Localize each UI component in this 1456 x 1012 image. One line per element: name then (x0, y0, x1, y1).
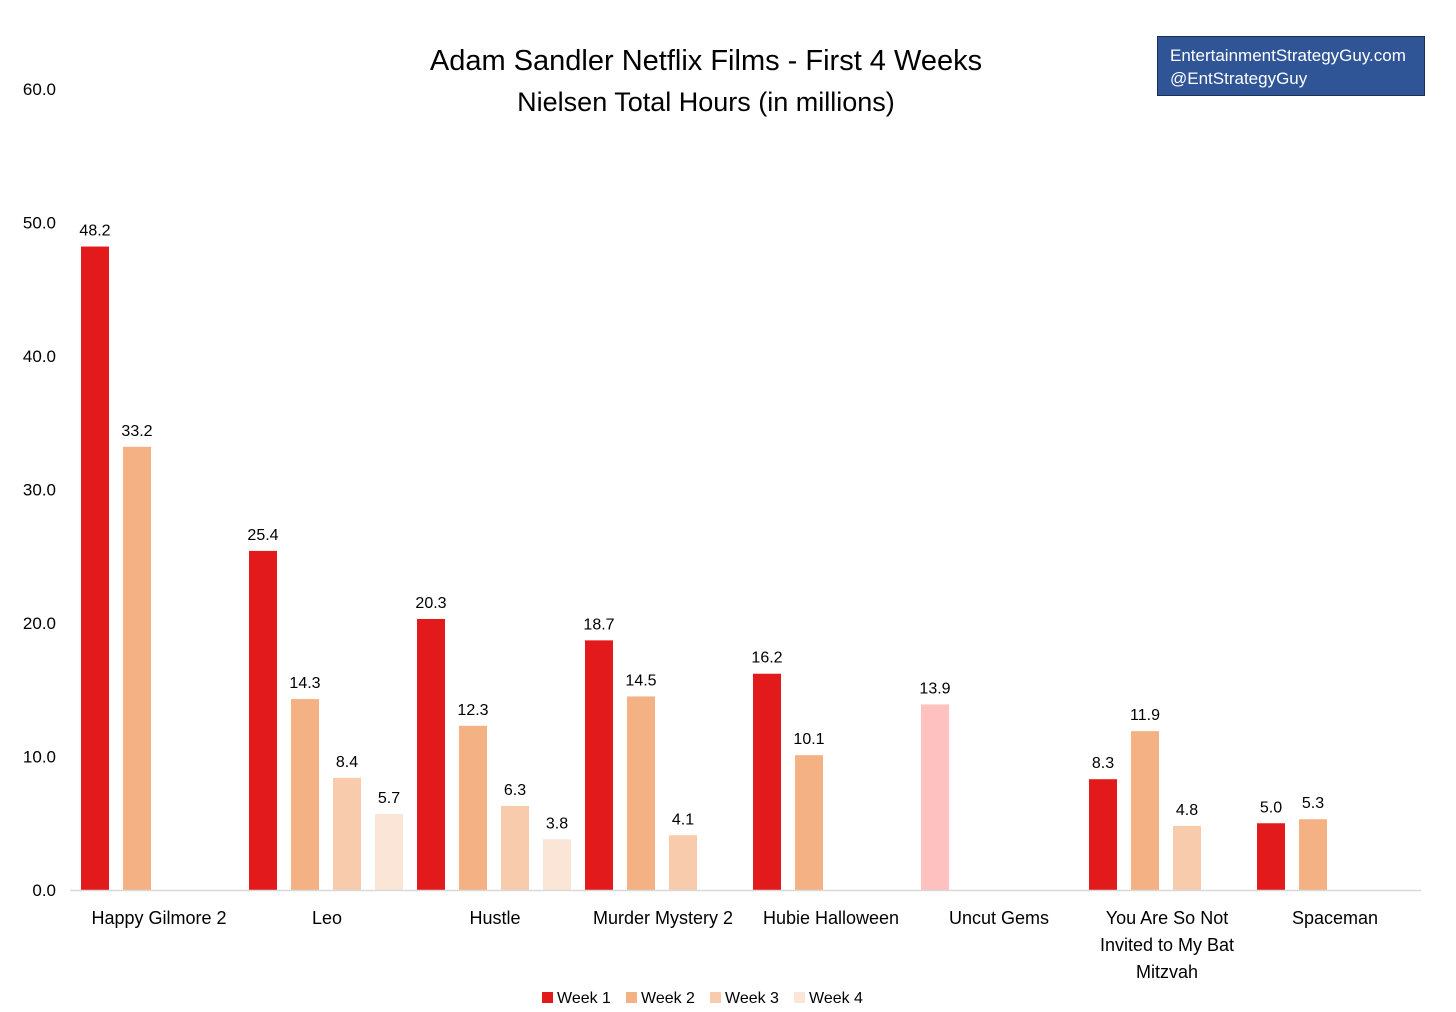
legend-swatch (626, 992, 637, 1003)
data-label: 6.3 (504, 782, 526, 799)
data-label: 18.7 (583, 616, 614, 633)
data-label: 48.2 (79, 223, 110, 240)
y-tick-label: 60.0 (23, 80, 56, 99)
data-label: 11.9 (1130, 707, 1160, 724)
data-label: 13.9 (919, 680, 950, 697)
x-category-label: Hubie Halloween (763, 908, 899, 928)
bar (1299, 819, 1327, 890)
chart-subtitle: Nielsen Total Hours (in millions) (517, 87, 895, 117)
y-tick-label: 20.0 (23, 614, 56, 633)
watermark-site: EntertainmentStrategyGuy.com (1170, 46, 1406, 65)
x-category-label: You Are So Not (1106, 908, 1228, 928)
data-label: 10.1 (793, 731, 824, 748)
data-label: 4.8 (1176, 802, 1198, 819)
bar (1131, 731, 1159, 890)
watermark-handle: @EntStrategyGuy (1170, 69, 1308, 88)
x-category-label: Mitzvah (1136, 962, 1198, 982)
bar (501, 805, 529, 890)
x-category-label: Leo (312, 908, 342, 928)
bar (1089, 779, 1117, 890)
x-category-label: Happy Gilmore 2 (91, 908, 226, 928)
legend-swatch (542, 992, 553, 1003)
bar (417, 618, 445, 890)
data-label: 3.8 (546, 815, 568, 832)
data-label: 8.3 (1092, 755, 1114, 772)
y-tick-label: 50.0 (23, 214, 56, 233)
bar (1173, 825, 1201, 890)
y-tick-label: 30.0 (23, 481, 56, 500)
bar (81, 246, 109, 890)
chart-title: Adam Sandler Netflix Films - First 4 Wee… (430, 45, 982, 77)
data-label: 5.7 (378, 790, 400, 807)
bar (753, 673, 781, 890)
x-category-label: Murder Mystery 2 (593, 908, 733, 928)
bar (333, 777, 361, 890)
bar (543, 839, 571, 890)
bar (669, 835, 697, 890)
data-label: 8.4 (336, 754, 358, 771)
data-label: 5.3 (1302, 795, 1324, 812)
bar (1257, 823, 1285, 890)
x-category-label: Invited to My Bat (1100, 935, 1234, 955)
data-label: 14.5 (625, 672, 656, 689)
y-tick-label: 0.0 (32, 881, 56, 900)
bar (627, 696, 655, 890)
x-category-label: Uncut Gems (949, 908, 1049, 928)
bar (123, 446, 151, 890)
data-label: 25.4 (247, 527, 278, 544)
bar (291, 699, 319, 890)
legend-label: Week 4 (809, 990, 863, 1007)
legend-label: Week 3 (725, 990, 779, 1007)
y-tick-label: 10.0 (23, 748, 56, 767)
x-axis: Happy Gilmore 2 Leo Hustle Murder Mystery 2… (70, 889, 1421, 982)
data-label: 16.2 (751, 650, 782, 667)
bar (795, 755, 823, 890)
x-category-label: Hustle (469, 908, 520, 928)
legend: Week 1 Week 2 Week 3 Week 4 (542, 990, 863, 1007)
legend-swatch (794, 992, 805, 1003)
legend-swatch (710, 992, 721, 1003)
data-label: 20.3 (415, 595, 446, 612)
y-tick-label: 40.0 (23, 347, 56, 366)
bar (459, 725, 487, 890)
y-axis: 0.0 10.0 20.0 30.0 40.0 50.0 60.0 (23, 80, 56, 900)
data-label: 12.3 (457, 702, 488, 719)
data-label: 33.2 (121, 423, 152, 440)
legend-label: Week 2 (641, 990, 695, 1007)
legend-label: Week 1 (557, 990, 611, 1007)
watermark-box: EntertainmentStrategyGuy.com @EntStrateg… (1157, 36, 1425, 96)
bar (249, 550, 277, 890)
data-label: 4.1 (672, 811, 694, 828)
data-label: 5.0 (1260, 799, 1282, 816)
bars: 48.2 33.2 25.4 14.3 8.4 5.7 20.3 12.3 6.3 3.8 18.7… (79, 223, 1327, 890)
bar (585, 640, 613, 890)
bar (921, 704, 949, 890)
x-category-label: Spaceman (1292, 908, 1378, 928)
bar (375, 813, 403, 890)
data-label: 14.3 (289, 675, 320, 692)
